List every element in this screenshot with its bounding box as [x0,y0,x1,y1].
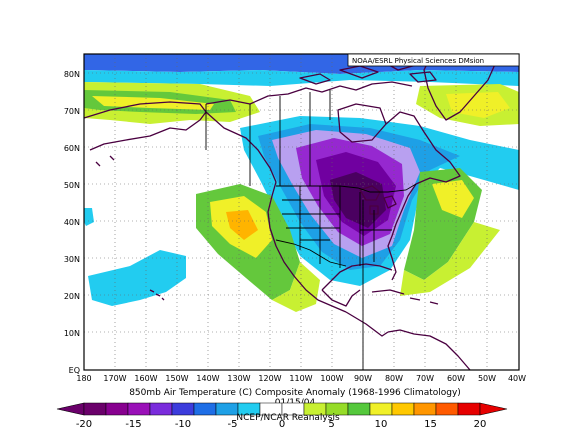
lon-tick: 40W [508,374,526,383]
alaska-coast [83,101,277,183]
colorbar-cells [83,402,481,416]
lon-tick: 60W [447,374,465,383]
canada-arctic-coast [205,81,413,105]
shade-pacific-cyan2 [84,208,94,226]
lat-tick: 40N [64,218,80,227]
canada-provinces [249,90,331,186]
credit-box [347,53,520,67]
shade-west-lightgreen [272,262,320,312]
state-lines [282,186,392,268]
colorbar-tick-label: -20 [76,419,92,430]
south-america [387,329,471,371]
map-frame [83,53,520,371]
us-canada-border [276,183,417,193]
gulf-coast [321,263,393,291]
colorbar-left-arrow [56,402,85,416]
lat-tick: 70N [64,107,80,116]
colorbar-cell [193,402,217,416]
shade-pacific-cyan [88,250,186,306]
hawaii [149,289,165,301]
arctic-islands [299,57,437,85]
gridlines [84,54,519,370]
lon-tick: 80W [385,374,403,383]
east-us-coast [387,183,417,281]
central-america [345,311,389,337]
lat-tick: 10N [64,329,80,338]
colorbar-tick-label: 20 [474,419,487,430]
lon-tick: 110W [289,374,312,383]
lat-tick: 30N [64,255,80,264]
lon-tick: 70W [416,374,434,383]
lon-tick: 150W [165,374,188,383]
lat-ticks: EQ 10N 20N 30N 40N 50N 60N 70N 80N [64,70,80,375]
lon-tick: 90W [354,374,372,383]
shade-atlantic-lightgreen [400,222,500,296]
colorbar-cell [171,402,195,416]
colorbar-cell [215,402,239,416]
hudson-bay [337,103,387,143]
shade-west-orange [226,210,258,240]
lon-tick: 120W [258,374,281,383]
caption-source: NCEP/NCAR Reanalysis [236,413,340,423]
lat-tick: 80N [64,70,80,79]
colorbar-tick-label: -15 [125,419,141,430]
colorbar-tick-label: 10 [375,419,388,430]
anomaly-shading [84,54,519,312]
lat-tick: 20N [64,292,80,301]
colorbar-cell [105,402,129,416]
colorbar-cell [391,402,415,416]
map-panel: NOAA/ESRL Physical Sciences DMsion [83,53,520,371]
lon-tick: 130W [227,374,250,383]
colorbar-tick-label: 15 [424,419,437,430]
colorbar-cell [413,402,437,416]
colorbar-cell [435,402,459,416]
colorbar-tick-label: 0 [279,419,285,430]
borders [205,90,417,370]
caption-title: 850mb Air Temperature (C) Composite Anom… [129,388,461,398]
lon-tick: 50W [478,374,496,383]
pacific-islands [95,155,115,167]
mexico-coast [267,181,361,313]
lon-tick: 160W [134,374,157,383]
colorbar-cell [83,402,107,416]
caribbean [371,289,439,305]
lon-tick: 180 [76,374,91,383]
colorbar-tick-label: -10 [175,419,191,430]
labrador-coast [385,111,461,185]
colorbar-tick-label: -5 [228,419,238,430]
colorbar: -20 -15 -10 -5 0 5 10 15 20 [56,402,508,430]
colorbar-cell [347,402,371,416]
us-mexico-border [275,239,347,267]
lat-tick: 60N [64,144,80,153]
lon-tick: 170W [103,374,126,383]
lat-tick: 50N [64,181,80,190]
colorbar-right-arrow [479,402,508,416]
colorbar-cell [369,402,393,416]
colorbar-ticks: -20 -15 -10 -5 0 5 10 15 20 [76,419,487,430]
colorbar-cell [457,402,481,416]
shade-greenland-yellow [446,92,510,118]
lon-tick: 140W [196,374,219,383]
credit-text: NOAA/ESRL Physical Sciences DMsion [352,57,484,65]
lat-tick: EQ [69,366,80,375]
lon-ticks: 180 170W 160W 150W 140W 130W 120W 110W 1… [76,374,526,383]
shade-atlantic-yellow [432,180,474,218]
lon-tick: 100W [320,374,343,383]
colorbar-cell [127,402,151,416]
colorbar-cell [149,402,173,416]
colorbar-tick-label: 5 [328,419,334,430]
great-lakes [359,185,397,215]
